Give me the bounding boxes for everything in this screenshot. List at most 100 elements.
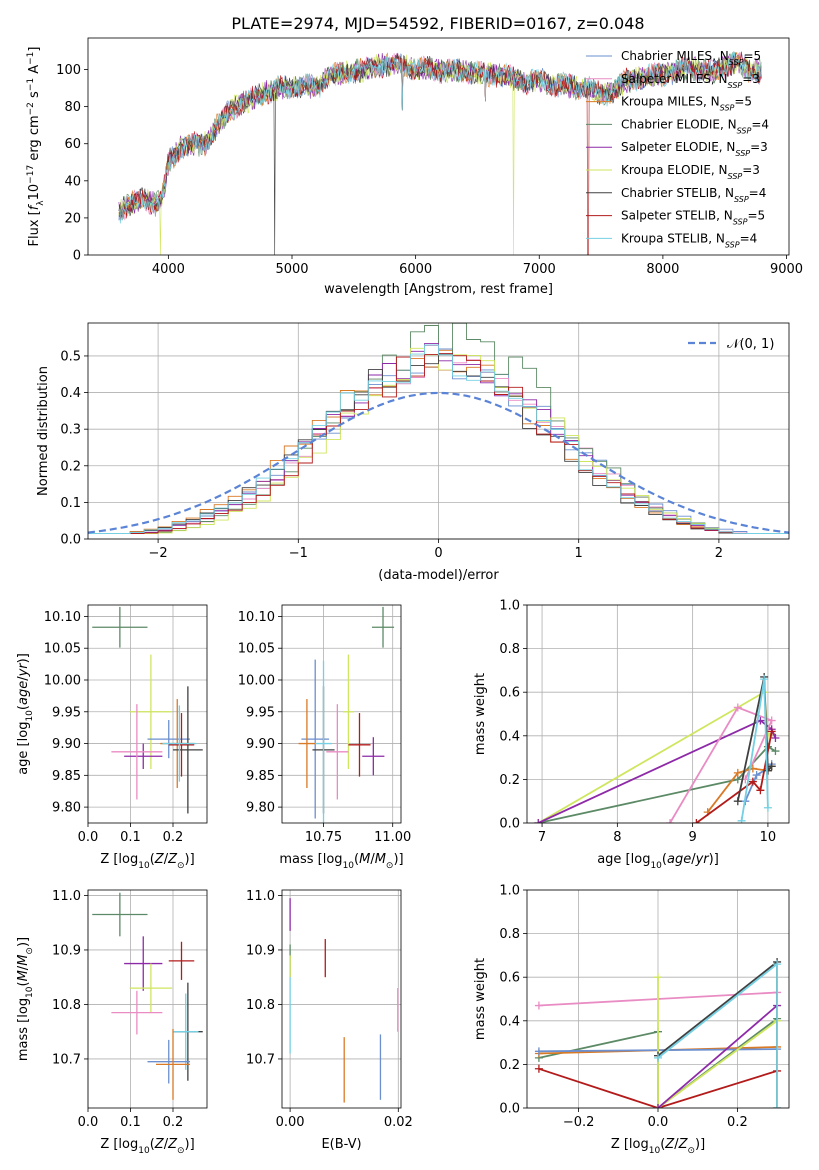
weight-marker <box>763 803 772 812</box>
legend-suffix: =4 <box>751 117 769 131</box>
weight-marker <box>534 1047 543 1056</box>
y-tick-label: 9.95 <box>52 705 81 720</box>
weight-line <box>538 745 776 823</box>
weight-marker <box>771 733 780 742</box>
label-part: 10 <box>650 861 662 871</box>
hist-step-line <box>88 344 789 534</box>
weight-marker <box>733 703 742 712</box>
legend-entry: Chabrier STELIB, NSSP=4 <box>621 186 766 204</box>
y-tick-label: 9.80 <box>246 801 275 816</box>
label-part: 10 <box>25 710 35 722</box>
y-tick-label: 0.2 <box>60 459 81 474</box>
label-part: / <box>164 852 169 867</box>
y-tick-label: 40 <box>64 174 81 189</box>
y-axis-label: Flux [fλ10−17 erg cm−2 s−1 A−1] <box>26 47 46 247</box>
axes-massweight_vs_age: 7 8 9 10 0.0 0.2 0.4 0.6 0.8 1.0 mass weight age [l… <box>473 599 789 871</box>
weight-marker <box>654 1104 662 1108</box>
label-part: / <box>16 965 31 970</box>
x-axis-label: mass [log10(M/M⊙)] <box>279 852 403 871</box>
weight-marker <box>733 768 742 777</box>
weight-marker <box>666 819 675 823</box>
y-tick-label: 0.0 <box>60 533 81 548</box>
label-part: ( <box>16 981 31 986</box>
axes-mass_vs_ebv: 0.00 0.02 10.7 10.8 10.9 11.0 <box>246 889 413 1130</box>
y-tick-label: 11.0 <box>52 889 81 904</box>
label-part: M <box>16 955 31 966</box>
x-tick-label: 0.1 <box>120 830 141 845</box>
label-part: )] <box>185 1137 195 1152</box>
x-tick-label: −2 <box>149 546 168 561</box>
weight-marker <box>733 797 742 806</box>
y-tick-label: 0.4 <box>60 386 81 401</box>
y-tick-label: 1.0 <box>499 599 520 614</box>
y-tick-label: 9.95 <box>246 705 275 720</box>
label-part: erg cm <box>27 115 42 164</box>
y-axis-label: Normed distribution <box>36 366 51 496</box>
x-tick-label: −0.2 <box>563 1115 595 1130</box>
x-tick-label: 6000 <box>399 262 432 277</box>
legend-entry: Chabrier MILES, NSSP=5 <box>621 49 761 67</box>
y-tick-label: 0.1 <box>60 496 81 511</box>
y-axis-label: age [log10(age/yr)] <box>16 653 35 775</box>
weight-marker <box>534 1064 543 1073</box>
y-tick-label: 10.9 <box>52 943 81 958</box>
legend-entry: Salpeter ELODIE, NSSP=3 <box>621 140 768 158</box>
x-tick-label: 2 <box>715 546 723 561</box>
weight-marker <box>771 747 780 756</box>
label-part: −1 <box>26 78 36 91</box>
label-part: ( <box>660 1137 665 1152</box>
weight-marker <box>748 777 757 786</box>
x-tick-label: 0 <box>434 546 442 561</box>
legend-normal-label: 𝒩(0, 1) <box>727 337 774 352</box>
y-tick-label: 10.10 <box>44 610 81 625</box>
mass_vs_Z-frame <box>87 889 208 1109</box>
legend-text: Salpeter STELIB, N <box>621 209 733 223</box>
label-part: Z <box>167 1137 178 1152</box>
y-tick-label: 10.05 <box>44 642 81 657</box>
spectrum-line <box>118 51 762 224</box>
y-tick-label: 10.00 <box>238 673 275 688</box>
y-tick-label: 11.0 <box>246 889 275 904</box>
legend-sub: SSP <box>735 149 750 158</box>
label-part: Z <box>678 1137 689 1152</box>
label-part: age [log <box>16 722 31 775</box>
y-axis-label: mass [log10(M/M⊙)] <box>16 937 35 1061</box>
x-tick-label: 4000 <box>152 262 185 277</box>
y-tick-label: 60 <box>64 137 81 152</box>
label-part: A <box>27 65 42 78</box>
weight-marker <box>752 771 761 780</box>
label-part: M <box>375 852 386 867</box>
x-axis-label: wavelength [Angstrom, rest frame] <box>324 282 553 297</box>
y-tick-label: 10.7 <box>52 1052 81 1067</box>
age_vs_mass-frame <box>281 604 402 824</box>
x-axis-label: Z [log10(Z/Z⊙)] <box>100 1137 194 1156</box>
label-part: mass [log <box>279 852 342 867</box>
mass_vs_ebv-frame <box>281 889 402 1109</box>
normal-curve <box>88 391 789 534</box>
weight-marker <box>763 766 772 775</box>
y-tick-label: 10.00 <box>44 673 81 688</box>
label-part: Z [log <box>100 1137 138 1152</box>
weight-marker <box>767 727 776 736</box>
weight-line <box>657 977 778 1108</box>
label-part: ( <box>150 852 155 867</box>
x-axis-label: Z [log10(Z/Z⊙)] <box>611 1137 705 1156</box>
x-tick-label: 0.0 <box>78 830 99 845</box>
y-tick-label: 20 <box>64 211 81 226</box>
y-tick-label: 0.4 <box>499 1014 520 1029</box>
plots-layer: 4000 5000 6000 7000 8000 9000020406080100wave… <box>16 37 803 1156</box>
legend-text: Salpeter ELODIE, N <box>621 140 735 154</box>
label-part: M <box>16 970 31 981</box>
x-tick-label: 9000 <box>770 262 803 277</box>
label-part: ( <box>150 1137 155 1152</box>
legend-sub: SSP <box>720 103 735 112</box>
axes-massweight_vs_Z: −0.2 0.0 0.2 0.0 0.2 0.4 0.6 0.8 1.0 mass weight Z… <box>473 884 789 1156</box>
x-tick-label: 0.00 <box>276 1115 305 1130</box>
label-part: ⊙ <box>25 947 35 955</box>
label-part: )] <box>185 852 195 867</box>
weight-marker <box>737 816 746 823</box>
weight-marker <box>760 675 769 684</box>
legend-entry: Kroupa STELIB, NSSP=4 <box>621 231 757 249</box>
x-tick-label: 0.0 <box>648 1115 669 1130</box>
label-part: Z <box>154 1137 165 1152</box>
